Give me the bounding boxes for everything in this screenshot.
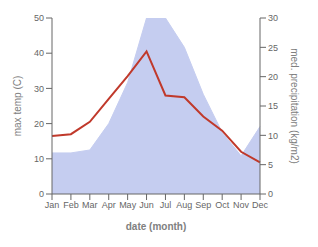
svg-text:Aug: Aug [176, 200, 192, 210]
svg-text:10: 10 [34, 154, 44, 164]
svg-text:Jun: Jun [139, 200, 154, 210]
svg-text:30: 30 [268, 13, 278, 23]
svg-text:0: 0 [268, 189, 273, 199]
svg-text:20: 20 [268, 72, 278, 82]
svg-text:40: 40 [34, 48, 44, 58]
svg-text:Jan: Jan [45, 200, 60, 210]
svg-text:15: 15 [268, 101, 278, 111]
svg-text:Apr: Apr [102, 200, 116, 210]
svg-text:Dec: Dec [252, 200, 269, 210]
svg-text:med. precipitation (kg/m2): med. precipitation (kg/m2) [289, 48, 300, 164]
svg-text:50: 50 [34, 13, 44, 23]
svg-text:Feb: Feb [63, 200, 79, 210]
svg-text:Mar: Mar [82, 200, 98, 210]
svg-text:Oct: Oct [215, 200, 230, 210]
svg-text:Sep: Sep [195, 200, 211, 210]
svg-text:May: May [119, 200, 137, 210]
svg-text:20: 20 [34, 119, 44, 129]
svg-text:5: 5 [268, 160, 273, 170]
svg-text:max temp (C): max temp (C) [12, 76, 23, 137]
svg-text:30: 30 [34, 84, 44, 94]
svg-text:date (month): date (month) [126, 221, 187, 232]
svg-text:25: 25 [268, 43, 278, 53]
svg-text:Jul: Jul [160, 200, 172, 210]
svg-text:Nov: Nov [233, 200, 250, 210]
svg-text:0: 0 [39, 189, 44, 199]
svg-text:10: 10 [268, 131, 278, 141]
